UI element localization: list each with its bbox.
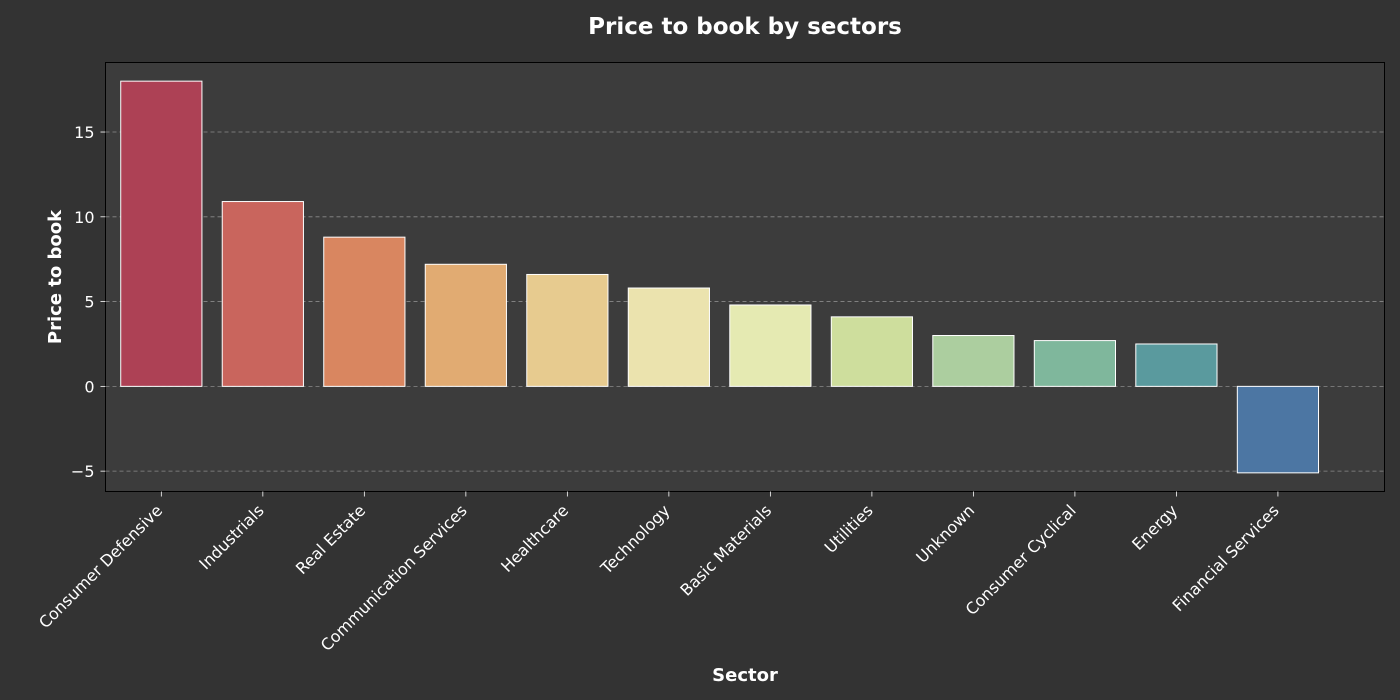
bar-unknown <box>932 335 1015 387</box>
x-tick-label: Healthcare <box>497 501 572 576</box>
y-axis-label: Price to book <box>45 209 66 344</box>
bar-utilities <box>830 316 913 387</box>
bar-communication-services <box>424 263 507 387</box>
bar-technology <box>627 287 710 387</box>
y-tick-label: −5 <box>71 462 95 481</box>
bars <box>120 80 1320 474</box>
x-axis-label: Sector <box>712 665 778 686</box>
bar-industrials <box>221 201 304 387</box>
plot-area <box>105 62 1385 492</box>
y-tick-label: 0 <box>84 377 94 396</box>
y-tick-label: 5 <box>84 293 94 312</box>
y-tick-label: 15 <box>74 123 94 142</box>
x-tick-label: Unknown <box>912 501 978 567</box>
x-tick-label: Basic Materials <box>676 501 775 600</box>
y-tick-label: 10 <box>74 208 94 227</box>
bar-energy <box>1135 343 1218 387</box>
bar-consumer-cyclical <box>1033 340 1117 387</box>
x-axis-ticks: Consumer Defensive Industrials Real Estate… <box>35 491 1283 655</box>
x-tick-label: Technology <box>596 501 674 579</box>
chart-title: Price to book by sectors <box>588 14 902 40</box>
y-axis-ticks: −5 0 5 10 15 <box>71 123 106 481</box>
x-tick-label: Consumer Cyclical <box>962 501 1080 619</box>
x-tick-label: Real Estate <box>292 501 369 578</box>
x-tick-label: Industrials <box>195 501 267 573</box>
x-tick-label: Energy <box>1128 501 1181 554</box>
plot-frame <box>105 62 1385 492</box>
bar-basic-materials <box>729 304 812 387</box>
bar-healthcare <box>526 273 609 387</box>
x-tick-label: Financial Services <box>1168 501 1282 615</box>
x-tick-label: Utilities <box>821 501 877 557</box>
bar-real-estate <box>323 236 406 387</box>
bar-financial-services <box>1236 385 1320 474</box>
x-tick-label: Consumer Defensive <box>35 501 166 632</box>
bar-consumer-defensive <box>120 80 203 387</box>
